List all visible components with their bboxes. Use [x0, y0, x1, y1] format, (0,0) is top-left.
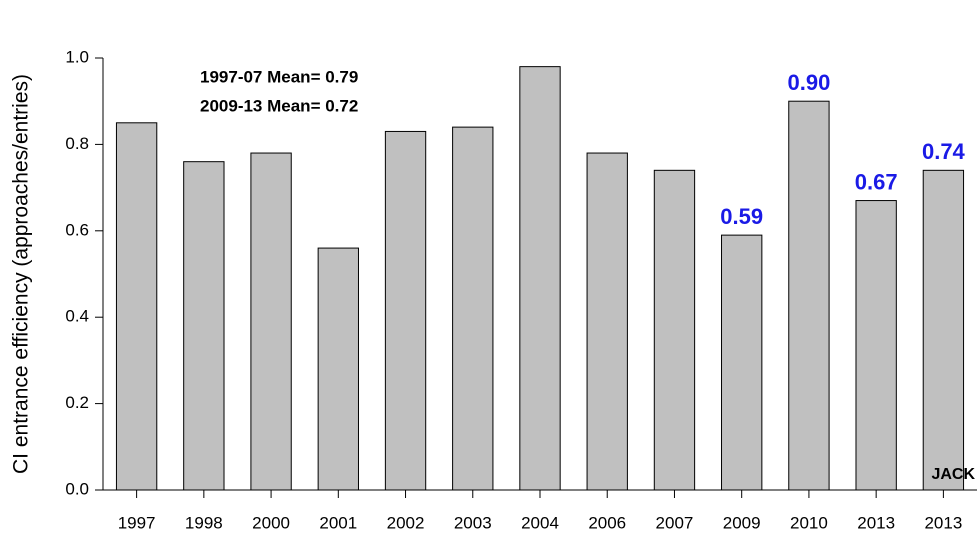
- x-tick-label: 2013: [857, 513, 895, 532]
- bar: [855, 200, 897, 491]
- bar: [317, 247, 359, 491]
- y-axis-label: CI entrance efficiency (approaches/entri…: [10, 74, 33, 474]
- value-label: 0.59: [720, 204, 763, 229]
- bar: [250, 152, 292, 491]
- y-tick-label: 0.4: [65, 307, 89, 326]
- y-tick-label: 0.8: [65, 134, 89, 153]
- x-tick-label: 2007: [656, 513, 694, 532]
- bar: [721, 234, 763, 491]
- x-tick-label: 2003: [454, 513, 492, 532]
- x-tick-label: 1997: [118, 513, 156, 532]
- x-tick-label: 2006: [588, 513, 626, 532]
- y-tick-label: 1.0: [65, 47, 89, 66]
- value-label: 0.67: [855, 169, 898, 194]
- bar: [183, 161, 225, 491]
- annotation: 2009-13 Mean= 0.72: [200, 96, 358, 115]
- y-tick-label: 0.6: [65, 220, 89, 239]
- bar: [586, 152, 628, 491]
- x-tick-label: 2001: [319, 513, 357, 532]
- x-tick-label: 2000: [252, 513, 290, 532]
- annotation: JACK: [931, 466, 975, 483]
- bar: [922, 169, 965, 491]
- bar: [452, 126, 494, 491]
- value-label: 0.74: [922, 139, 966, 164]
- bar: [788, 100, 830, 491]
- x-tick-label: 2002: [387, 513, 425, 532]
- x-tick-label: 2013: [924, 513, 962, 532]
- x-tick-label: 2004: [521, 513, 559, 532]
- x-tick-label: 1998: [185, 513, 223, 532]
- y-tick-label: 0.2: [65, 393, 89, 412]
- x-tick-label: 2009: [723, 513, 761, 532]
- annotation: 1997-07 Mean= 0.79: [200, 67, 358, 86]
- x-tick-label: 2010: [790, 513, 828, 532]
- y-tick-label: 0.0: [65, 479, 89, 498]
- bar: [519, 66, 561, 491]
- bar: [653, 169, 696, 491]
- bar: [115, 122, 158, 491]
- bar: [384, 130, 427, 491]
- value-label: 0.90: [788, 70, 831, 95]
